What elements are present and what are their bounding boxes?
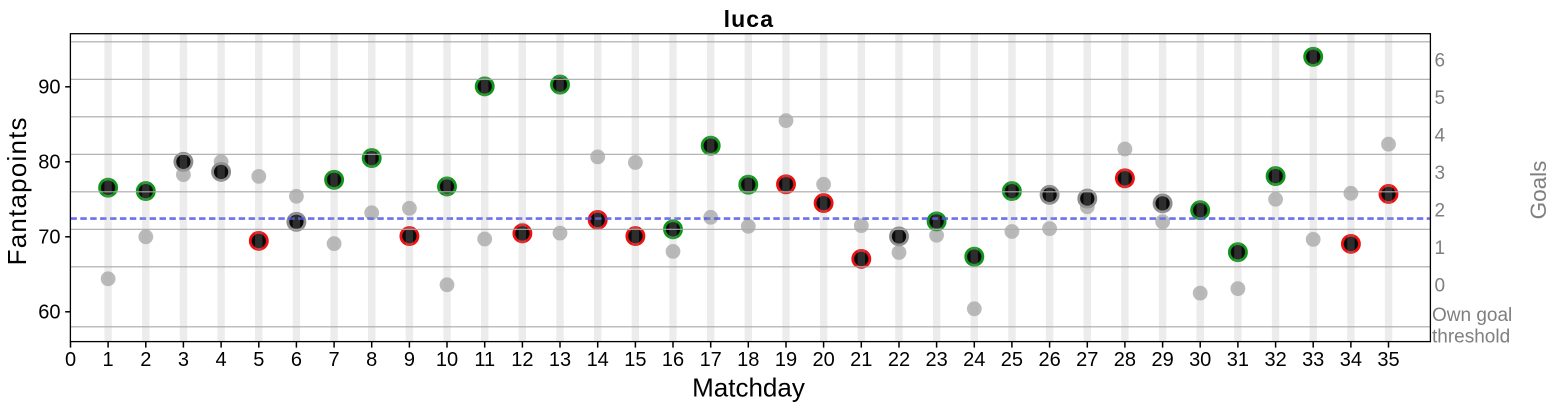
svg-text:35: 35 [1377,349,1399,371]
svg-text:17: 17 [700,349,722,371]
svg-text:28: 28 [1114,349,1136,371]
svg-text:3: 3 [1435,163,1446,184]
svg-text:34: 34 [1340,349,1362,371]
svg-text:21: 21 [850,349,872,371]
svg-text:16: 16 [662,349,684,371]
svg-text:19: 19 [775,349,797,371]
svg-text:70: 70 [38,227,60,249]
svg-text:0: 0 [1435,276,1446,297]
svg-text:15: 15 [624,349,646,371]
svg-text:8: 8 [366,349,377,371]
svg-text:30: 30 [1189,349,1211,371]
svg-text:29: 29 [1151,349,1173,371]
svg-text:2: 2 [140,349,151,371]
svg-text:14: 14 [587,349,609,371]
svg-text:13: 13 [549,349,571,371]
svg-text:7: 7 [329,349,340,371]
svg-text:luca: luca [724,6,774,32]
svg-text:1: 1 [103,349,114,371]
svg-text:24: 24 [963,349,985,371]
svg-text:2: 2 [1435,201,1446,222]
svg-text:3: 3 [178,349,189,371]
svg-text:Goals: Goals [1526,161,1551,220]
svg-text:80: 80 [38,152,60,174]
svg-text:9: 9 [404,349,415,371]
svg-text:1: 1 [1435,238,1446,259]
svg-text:26: 26 [1038,349,1060,371]
svg-text:Matchday: Matchday [692,373,805,403]
svg-text:18: 18 [737,349,759,371]
svg-text:27: 27 [1076,349,1098,371]
svg-text:12: 12 [511,349,533,371]
svg-text:32: 32 [1264,349,1286,371]
svg-text:31: 31 [1227,349,1249,371]
svg-text:Fantapoints: Fantapoints [2,116,32,265]
svg-text:threshold: threshold [1432,326,1510,347]
svg-text:20: 20 [812,349,834,371]
svg-text:22: 22 [888,349,910,371]
svg-text:60: 60 [38,302,60,324]
svg-text:Own goal: Own goal [1432,305,1512,326]
svg-text:0: 0 [65,349,76,371]
svg-text:6: 6 [291,349,302,371]
svg-text:6: 6 [1435,51,1446,72]
svg-text:25: 25 [1001,349,1023,371]
svg-text:11: 11 [474,349,495,371]
svg-text:4: 4 [216,349,227,371]
svg-text:90: 90 [38,77,60,99]
svg-text:23: 23 [925,349,947,371]
svg-text:4: 4 [1435,126,1446,147]
svg-text:5: 5 [253,349,264,371]
svg-text:5: 5 [1435,88,1446,109]
svg-text:33: 33 [1302,349,1324,371]
svg-text:10: 10 [436,349,458,371]
